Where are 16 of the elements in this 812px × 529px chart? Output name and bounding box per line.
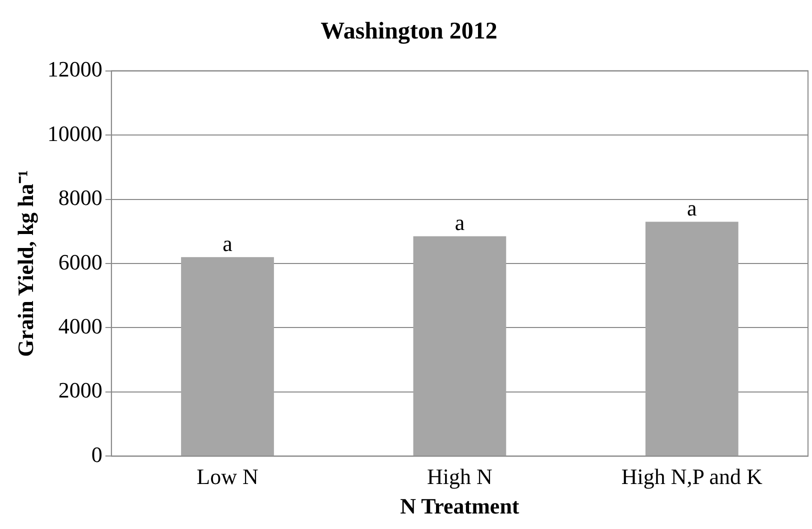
annotation: a <box>687 196 698 221</box>
chart-title: Washington 2012 <box>320 18 498 45</box>
x-tick-label: High N <box>427 464 493 490</box>
y-tick-label: 2000 <box>58 378 102 403</box>
annotation: a <box>454 210 465 235</box>
y-tick-label: 12000 <box>47 56 102 82</box>
y-tick-label: 10000 <box>47 120 102 146</box>
y-tick-label: 4000 <box>58 314 102 339</box>
x-tick-label: Low N <box>196 464 258 490</box>
y-tick-label: 0 <box>91 442 102 467</box>
annotation: a <box>222 230 233 256</box>
x-axis-title: N Treatment <box>400 493 520 518</box>
x-tick-label: High N,P and K <box>621 464 762 490</box>
y-tick-label: 8000 <box>58 185 102 210</box>
y-tick-label: 6000 <box>58 249 102 274</box>
y-axis-title: Grain Yield, kg ha⁻¹ <box>12 170 38 357</box>
